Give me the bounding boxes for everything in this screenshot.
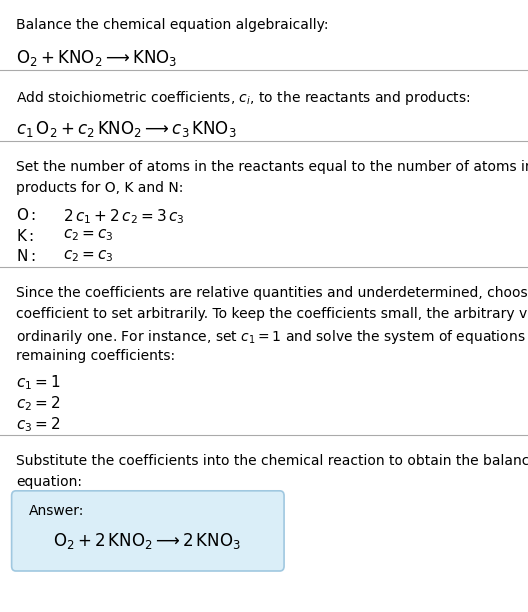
Text: $\mathrm{K:}$: $\mathrm{K:}$ [16, 228, 34, 244]
Text: $\mathrm{O_2 + KNO_2 \longrightarrow KNO_3}$: $\mathrm{O_2 + KNO_2 \longrightarrow KNO… [16, 48, 177, 68]
Text: products for O, K and N:: products for O, K and N: [16, 181, 183, 195]
Text: Balance the chemical equation algebraically:: Balance the chemical equation algebraica… [16, 18, 328, 32]
Text: Since the coefficients are relative quantities and underdetermined, choose a: Since the coefficients are relative quan… [16, 286, 528, 300]
Text: $c_1\,\mathrm{O_2} + c_2\,\mathrm{KNO_2} \longrightarrow c_3\,\mathrm{KNO_3}$: $c_1\,\mathrm{O_2} + c_2\,\mathrm{KNO_2}… [16, 119, 237, 139]
Text: $c_2 = 2$: $c_2 = 2$ [16, 394, 60, 413]
Text: equation:: equation: [16, 475, 82, 489]
Text: $\mathrm{O:}$: $\mathrm{O:}$ [16, 207, 36, 223]
Text: $c_3 = 2$: $c_3 = 2$ [16, 415, 60, 434]
Text: Set the number of atoms in the reactants equal to the number of atoms in the: Set the number of atoms in the reactants… [16, 160, 528, 174]
Text: $c_2 = c_3$: $c_2 = c_3$ [63, 228, 114, 244]
Text: $\mathrm{N:}$: $\mathrm{N:}$ [16, 248, 35, 264]
Text: remaining coefficients:: remaining coefficients: [16, 349, 175, 363]
Text: coefficient to set arbitrarily. To keep the coefficients small, the arbitrary va: coefficient to set arbitrarily. To keep … [16, 307, 528, 321]
Text: $c_1 = 1$: $c_1 = 1$ [16, 373, 60, 392]
FancyBboxPatch shape [12, 491, 284, 571]
Text: Add stoichiometric coefficients, $c_i$, to the reactants and products:: Add stoichiometric coefficients, $c_i$, … [16, 89, 470, 107]
Text: Substitute the coefficients into the chemical reaction to obtain the balanced: Substitute the coefficients into the che… [16, 454, 528, 468]
Text: $\mathrm{O_2 + 2\,KNO_2 \longrightarrow 2\,KNO_3}$: $\mathrm{O_2 + 2\,KNO_2 \longrightarrow … [53, 531, 241, 551]
Text: Answer:: Answer: [29, 504, 84, 518]
Text: ordinarily one. For instance, set $c_1 = 1$ and solve the system of equations fo: ordinarily one. For instance, set $c_1 =… [16, 328, 528, 346]
Text: $c_2 = c_3$: $c_2 = c_3$ [63, 248, 114, 264]
Text: $2\,c_1 + 2\,c_2 = 3\,c_3$: $2\,c_1 + 2\,c_2 = 3\,c_3$ [63, 207, 185, 226]
